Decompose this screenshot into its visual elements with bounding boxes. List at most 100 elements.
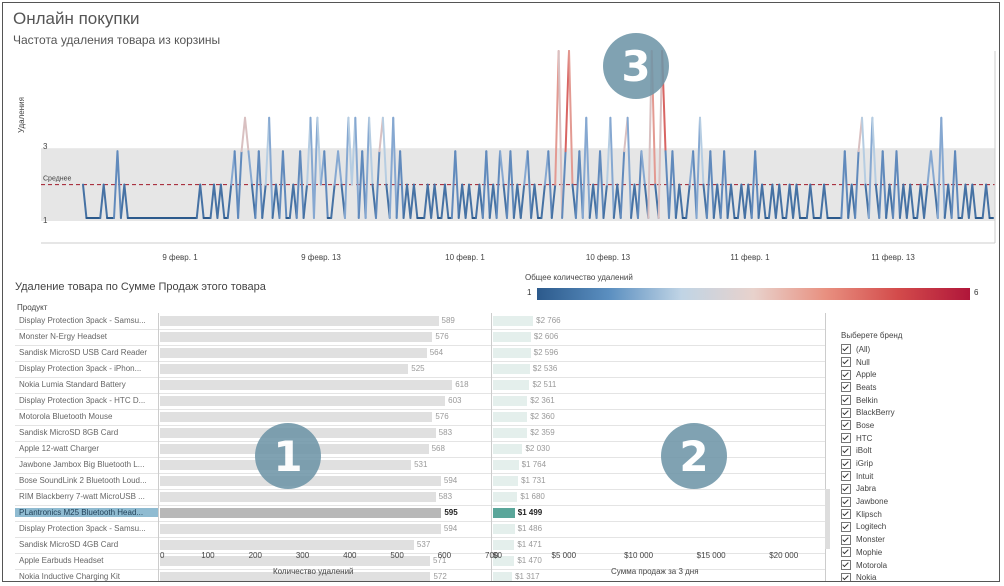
product-name[interactable]: Display Protection 3pack - iPhon... <box>19 364 142 373</box>
qty-bar[interactable] <box>160 508 442 518</box>
checkbox-icon[interactable] <box>841 407 851 418</box>
brand-filter-item[interactable]: Bose <box>841 419 999 432</box>
table-row[interactable]: Display Protection 3pack - iPhon... 525 $2… <box>15 361 825 378</box>
table-row[interactable]: Display Protection 3pack - Samsu... 594 $1… <box>15 521 825 538</box>
checkbox-icon[interactable] <box>841 420 851 431</box>
table-row[interactable]: Sandisk MicroSD 4GB Card 537 $1 471 <box>15 537 825 554</box>
brand-filter-item[interactable]: Intuit <box>841 470 999 483</box>
sales-bar[interactable] <box>493 508 515 518</box>
brand-filter-item[interactable]: HTC <box>841 432 999 445</box>
product-name[interactable]: Display Protection 3pack - Samsu... <box>19 316 146 325</box>
product-name[interactable]: Sandisk MicroSD 4GB Card <box>19 540 119 549</box>
brand-filter-item[interactable]: Jawbone <box>841 495 999 508</box>
checkbox-icon[interactable] <box>841 521 851 532</box>
sales-bar[interactable] <box>493 444 523 454</box>
qty-bar[interactable] <box>160 492 436 502</box>
sales-bar[interactable] <box>493 460 519 470</box>
qty-bar[interactable] <box>160 540 414 550</box>
qty-bar[interactable] <box>160 524 441 534</box>
table-row[interactable]: Sandisk MicroSD USB Card Reader 564 $2 596 <box>15 345 825 362</box>
table-row[interactable]: Apple Earbuds Headset 571 $1 470 <box>15 553 825 570</box>
checkbox-icon[interactable] <box>841 357 851 368</box>
sales-bar[interactable] <box>493 412 528 422</box>
sales-bar[interactable] <box>493 348 531 358</box>
sales-bar[interactable] <box>493 540 515 550</box>
product-name[interactable]: Display Protection 3pack - HTC D... <box>19 396 146 405</box>
qty-bar[interactable] <box>160 380 453 390</box>
sales-bar[interactable] <box>493 492 518 502</box>
table-row[interactable]: Monster N-Ergy Headset 576 $2 606 <box>15 329 825 346</box>
table-row[interactable]: PLantronics M25 Bluetooth Head... 595 $1 4… <box>15 505 825 522</box>
brand-filter-item[interactable]: Null <box>841 356 999 369</box>
qty-bar[interactable] <box>160 332 433 342</box>
checkbox-icon[interactable] <box>841 471 851 482</box>
brand-filter-item[interactable]: iBolt <box>841 445 999 458</box>
checkbox-icon[interactable] <box>841 509 851 520</box>
product-name[interactable]: Nokia Inductive Charging Kit <box>19 572 120 581</box>
brand-filter-item[interactable]: Monster <box>841 533 999 546</box>
brand-filter-item[interactable]: BlackBerry <box>841 406 999 419</box>
checkbox-icon[interactable] <box>841 382 851 393</box>
product-name[interactable]: Motorola Bluetooth Mouse <box>19 412 113 421</box>
checkbox-icon[interactable] <box>841 369 851 380</box>
checkbox-icon[interactable] <box>841 483 851 494</box>
qty-bar[interactable] <box>160 348 427 358</box>
checkbox-icon[interactable] <box>841 572 851 581</box>
table-row[interactable]: Nokia Inductive Charging Kit 572 $1 317 <box>15 569 825 581</box>
sales-bar[interactable] <box>493 556 515 566</box>
product-name[interactable]: Bose SoundLink 2 Bluetooth Loud... <box>19 476 147 485</box>
brand-filter-item[interactable]: Beats <box>841 381 999 394</box>
sales-bar[interactable] <box>493 476 519 486</box>
table-scrollbar[interactable] <box>825 489 830 549</box>
brand-filter-item[interactable]: (All) <box>841 343 999 356</box>
product-name[interactable]: PLantronics M25 Bluetooth Head... <box>15 508 159 517</box>
checkbox-icon[interactable] <box>841 496 851 507</box>
table-row[interactable]: Display Protection 3pack - Samsu... 589 $2… <box>15 313 825 330</box>
qty-bar[interactable] <box>160 316 439 326</box>
table-row[interactable]: Nokia Lumia Standard Battery 618 $2 511 <box>15 377 825 394</box>
deletion-frequency-line-chart[interactable]: 3 1 Среднее 9 февр. 1 9 февр. 13 10 февр. 1 10… <box>3 3 1000 273</box>
sales-bar[interactable] <box>493 428 528 438</box>
brand-filter-item[interactable]: Mophie <box>841 546 999 559</box>
product-name[interactable]: Monster N-Ergy Headset <box>19 332 108 341</box>
brand-filter-item[interactable]: iGrip <box>841 457 999 470</box>
table-row[interactable]: Motorola Bluetooth Mouse 576 $2 360 <box>15 409 825 426</box>
qty-bar[interactable] <box>160 412 433 422</box>
brand-filter-item[interactable]: Apple <box>841 368 999 381</box>
checkbox-icon[interactable] <box>841 547 851 558</box>
sales-bar[interactable] <box>493 332 531 342</box>
product-name[interactable]: Apple 12-watt Charger <box>19 444 100 453</box>
sales-bar[interactable] <box>493 396 528 406</box>
checkbox-icon[interactable] <box>841 445 851 456</box>
qty-bar[interactable] <box>160 572 431 581</box>
checkbox-icon[interactable] <box>841 433 851 444</box>
product-name[interactable]: Apple Earbuds Headset <box>19 556 104 565</box>
checkbox-icon[interactable] <box>841 344 851 355</box>
table-row[interactable]: Display Protection 3pack - HTC D... 603 $2… <box>15 393 825 410</box>
product-name[interactable]: Nokia Lumia Standard Battery <box>19 380 126 389</box>
checkbox-icon[interactable] <box>841 534 851 545</box>
sales-bar[interactable] <box>493 524 515 534</box>
brand-filter-item[interactable]: Belkin <box>841 394 999 407</box>
brand-filter-item[interactable]: Nokia <box>841 571 999 581</box>
checkbox-icon[interactable] <box>841 560 851 571</box>
checkbox-icon[interactable] <box>841 395 851 406</box>
table-row[interactable]: RIM Blackberry 7-watt MicroUSB ... 583 $1 … <box>15 489 825 506</box>
qty-bar[interactable] <box>160 556 430 566</box>
qty-bar[interactable] <box>160 364 409 374</box>
checkbox-icon[interactable] <box>841 458 851 469</box>
product-name[interactable]: RIM Blackberry 7-watt MicroUSB ... <box>19 492 145 501</box>
sales-bar[interactable] <box>493 316 534 326</box>
qty-bar[interactable] <box>160 396 446 406</box>
brand-filter-item[interactable]: Motorola <box>841 559 999 572</box>
brand-filter-item[interactable]: Klipsch <box>841 508 999 521</box>
product-name[interactable]: Display Protection 3pack - Samsu... <box>19 524 146 533</box>
brand-filter-item[interactable]: Jabra <box>841 483 999 496</box>
brand-filter-item[interactable]: Logitech <box>841 521 999 534</box>
sales-bar[interactable] <box>493 364 530 374</box>
product-name[interactable]: Jawbone Jambox Big Bluetooth L... <box>19 460 145 469</box>
sales-bar[interactable] <box>493 380 530 390</box>
product-name[interactable]: Sandisk MicroSD USB Card Reader <box>19 348 148 357</box>
sales-bar[interactable] <box>493 572 513 581</box>
product-name[interactable]: Sandisk MicroSD 8GB Card <box>19 428 119 437</box>
